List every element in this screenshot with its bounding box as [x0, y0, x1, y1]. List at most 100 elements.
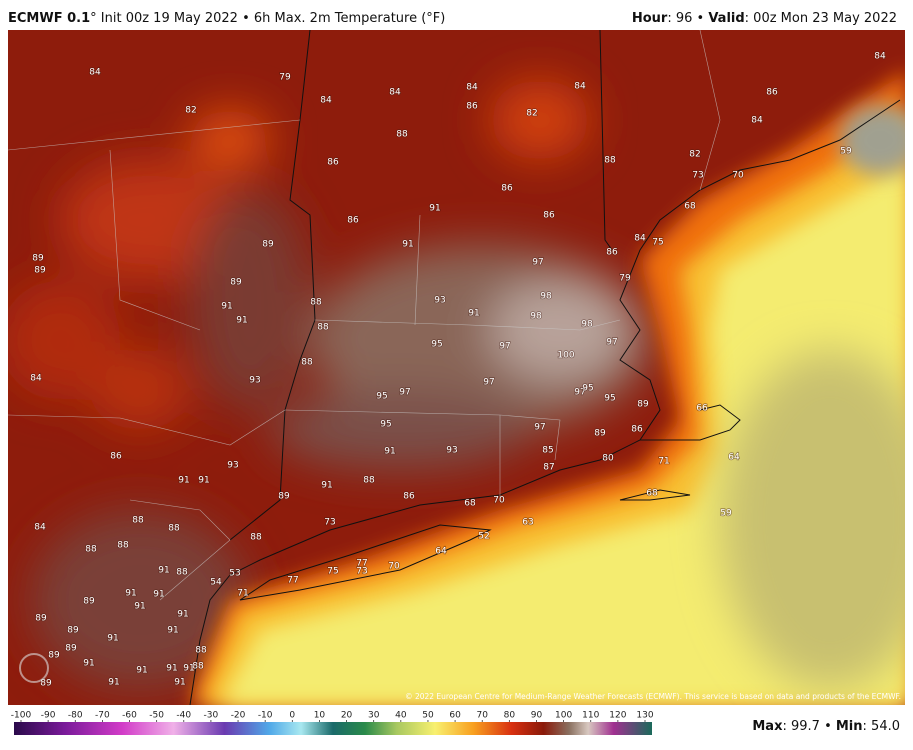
- text-segment: ° Init 00z 19 May 2022 • 6h Max. 2m Temp…: [90, 11, 445, 26]
- temperature-label: 66: [696, 404, 708, 414]
- temperature-label: 91: [108, 678, 119, 688]
- text-segment: Max: [752, 719, 783, 734]
- temperature-label: 52: [478, 532, 489, 542]
- colorbar-tick-label: -60: [122, 711, 137, 721]
- temperature-label: 77: [356, 559, 367, 569]
- temperature-label: 97: [606, 338, 617, 348]
- temperature-label: 93: [249, 376, 260, 386]
- temperature-label: 53: [229, 569, 240, 579]
- text-segment: ECMWF 0.1: [8, 11, 90, 26]
- temperature-label: 93: [434, 296, 445, 306]
- temperature-label: 89: [594, 429, 606, 439]
- temperature-label: 98: [540, 292, 552, 302]
- colorbar-tick-label: 60: [449, 711, 461, 721]
- temperature-label: 91: [174, 678, 185, 688]
- temperature-label: 88: [301, 358, 313, 368]
- temperature-label: 88: [168, 524, 180, 534]
- temperature-label: 88: [396, 130, 408, 140]
- temperature-label: 91: [125, 589, 136, 599]
- temperature-label: 59: [840, 147, 852, 157]
- temperature-label: 93: [227, 461, 238, 471]
- temperature-label: 91: [321, 481, 332, 491]
- temperature-label: 82: [689, 150, 700, 160]
- logo: [19, 653, 49, 683]
- colorbar-tick-label: 40: [395, 711, 407, 721]
- temperature-label: 97: [399, 388, 410, 398]
- text-segment: : 96 •: [667, 11, 708, 26]
- text-segment: : 00z Mon 23 May 2022: [745, 11, 897, 26]
- temperature-label: 73: [324, 518, 335, 528]
- temperature-label: 79: [619, 274, 631, 284]
- colorbar-tick-label: 0: [289, 711, 295, 721]
- temperature-label: 88: [317, 323, 329, 333]
- temperature-label: 91: [83, 659, 94, 669]
- temperature-label: 88: [192, 662, 204, 672]
- temperature-label: 89: [67, 626, 79, 636]
- temperature-label: 95: [604, 394, 615, 404]
- colorbar-tick-label: 100: [555, 711, 572, 721]
- temperature-label: 91: [198, 476, 209, 486]
- temperature-label: 91: [167, 626, 178, 636]
- temperature-label: 89: [65, 644, 77, 654]
- temperature-label: 84: [34, 523, 46, 533]
- temperature-label: 88: [132, 516, 144, 526]
- temperature-label: 95: [431, 340, 442, 350]
- colorbar-tick-label: -10: [258, 711, 273, 721]
- temperature-label: 89: [278, 492, 290, 502]
- temperature-label: 63: [522, 518, 533, 528]
- temperature-label: 88: [604, 156, 616, 166]
- colorbar-tick-label: -50: [149, 711, 164, 721]
- colorbar-tick-label: -70: [95, 711, 110, 721]
- temperature-label: 82: [526, 109, 537, 119]
- temperature-label: 77: [287, 576, 298, 586]
- temperature-label: 89: [637, 400, 649, 410]
- temperature-label: 89: [40, 679, 52, 689]
- colorbar-tick-label: 80: [504, 711, 516, 721]
- temperature-label: 98: [530, 312, 542, 322]
- text-segment: Hour: [632, 11, 668, 26]
- temperature-label: 91: [136, 666, 147, 676]
- temperature-label: 84: [874, 52, 886, 62]
- temperature-label: 88: [310, 298, 322, 308]
- temperature-label: 54: [210, 578, 222, 588]
- temperature-label: 86: [110, 452, 122, 462]
- temperature-label: 91: [183, 664, 194, 674]
- temperature-label: 86: [347, 216, 359, 226]
- temperature-label: 89: [48, 651, 60, 661]
- colorbar-tick-label: 120: [609, 711, 626, 721]
- temperature-label: 68: [646, 489, 658, 499]
- colorbar-tick-label: 10: [314, 711, 326, 721]
- temperature-label: 86: [466, 102, 478, 112]
- colorbar-tick-label: -30: [204, 711, 219, 721]
- colorbar-tick-label: -100: [11, 711, 32, 721]
- temperature-label: 86: [606, 248, 618, 258]
- temperature-label: 91: [107, 634, 118, 644]
- temperature-label: 84: [30, 374, 42, 384]
- temperature-label: 91: [402, 240, 413, 250]
- temperature-label: 89: [83, 597, 95, 607]
- temperature-label: 88: [85, 545, 97, 555]
- temperature-label: 89: [262, 240, 274, 250]
- temperature-label: 84: [574, 82, 586, 92]
- temperature-label: 64: [435, 547, 447, 557]
- temperature-label: 89: [230, 278, 242, 288]
- max-min: Max: 99.7 • Min: 54.0: [752, 719, 900, 734]
- temperature-label: 85: [542, 446, 553, 456]
- text-segment: Valid: [708, 11, 744, 26]
- temperature-label: 95: [380, 420, 391, 430]
- temperature-label: 71: [658, 457, 669, 467]
- temperature-label: 70: [732, 171, 744, 181]
- temperature-label: 73: [692, 171, 703, 181]
- temperature-label: 75: [327, 567, 338, 577]
- temperature-label: 91: [178, 476, 189, 486]
- temperature-label: 97: [574, 388, 585, 398]
- temperature-label: 89: [34, 266, 46, 276]
- temperature-label: 95: [582, 384, 593, 394]
- temperature-label: 91: [221, 302, 232, 312]
- temperature-label: 86: [501, 184, 513, 194]
- copyright: © 2022 European Centre for Medium-Range …: [405, 692, 901, 701]
- temperature-label: 88: [363, 476, 375, 486]
- temperature-label: 91: [236, 316, 247, 326]
- header-valid-time: Hour: 96 • Valid: 00z Mon 23 May 2022: [632, 11, 897, 26]
